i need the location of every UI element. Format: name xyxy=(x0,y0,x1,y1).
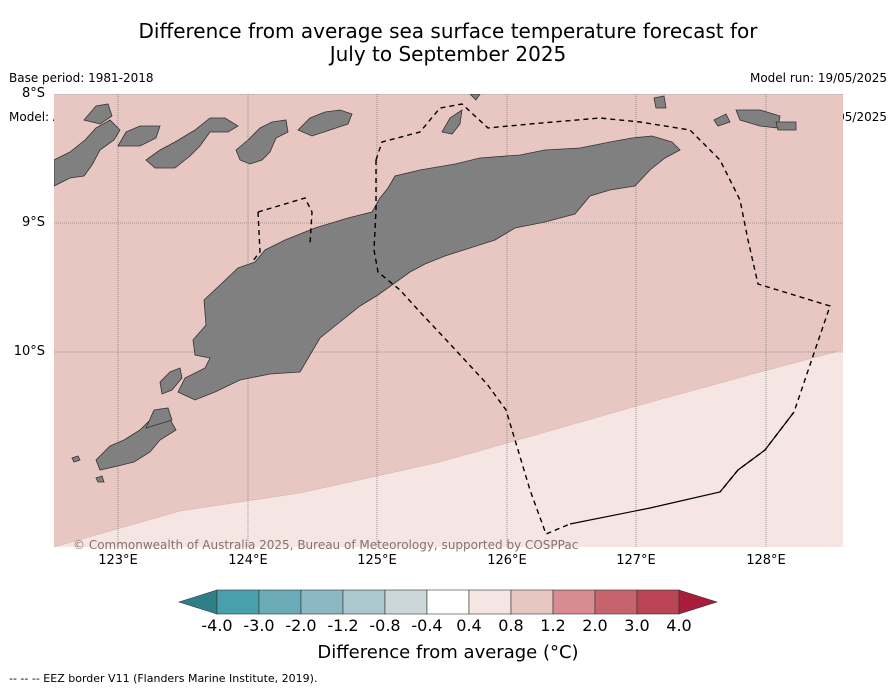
lembata-island xyxy=(145,117,239,169)
flores-island xyxy=(54,119,121,187)
map-title: Difference from average sea surface temp… xyxy=(0,20,896,66)
cbar-tick: 3.0 xyxy=(624,616,650,635)
colorbar-label: Difference from average (°C) xyxy=(317,642,579,663)
colorbar-segment xyxy=(300,589,344,615)
cbar-tick: -4.0 xyxy=(201,616,233,635)
colorbar-segment xyxy=(594,589,638,615)
lon-label-125e: 125°E xyxy=(357,553,397,568)
colorbar-segment xyxy=(384,589,428,615)
sawu-island xyxy=(95,415,177,471)
cbar-tick: -0.4 xyxy=(411,616,443,635)
lat-label-8s: 8°S xyxy=(21,86,45,101)
pantar-island xyxy=(235,119,289,165)
colorbar-extend-high xyxy=(678,589,718,615)
copyright-text: © Commonwealth of Australia 2025, Bureau… xyxy=(73,538,579,552)
adonara-island xyxy=(117,125,161,147)
lon-label-127e: 127°E xyxy=(616,553,656,568)
cbar-tick: -0.8 xyxy=(369,616,401,635)
lon-label-124e: 124°E xyxy=(228,553,268,568)
cbar-tick: -3.0 xyxy=(243,616,275,635)
model-run: Model run: 19/05/2025 xyxy=(749,71,887,85)
cbar-tick: -1.2 xyxy=(327,616,359,635)
cbar-tick: 2.0 xyxy=(582,616,608,635)
colorbar-segment xyxy=(468,589,512,615)
colorbar-segment xyxy=(552,589,596,615)
map-area xyxy=(54,94,843,547)
anomaly-zone-medium xyxy=(54,94,843,547)
cbar-tick: 4.0 xyxy=(666,616,692,635)
alor-island xyxy=(441,109,463,135)
base-period: Base period: 1981-2018 xyxy=(9,71,154,85)
cbar-tick: -2.0 xyxy=(285,616,317,635)
small-island-8 xyxy=(95,475,105,483)
eez-footnote: -- -- -- EEZ border V11 (Flanders Marine… xyxy=(9,672,318,685)
title-line-2: July to September 2025 xyxy=(329,42,567,66)
small-island-1 xyxy=(83,103,113,125)
colorbar-extend-low xyxy=(178,589,218,615)
colorbar-segment xyxy=(510,589,554,615)
small-island-2 xyxy=(775,121,797,131)
wetar-island xyxy=(297,109,353,137)
small-island-5 xyxy=(469,94,481,101)
cbar-tick: 0.4 xyxy=(456,616,482,635)
colorbar-segment xyxy=(216,589,260,615)
colorbar-segment xyxy=(426,589,470,615)
lat-label-9s: 9°S xyxy=(21,215,45,230)
timor-island xyxy=(177,135,681,401)
cbar-tick: 0.8 xyxy=(498,616,524,635)
anomaly-contour xyxy=(54,349,843,547)
small-island-4 xyxy=(653,95,667,109)
eez-solid-segment xyxy=(569,411,795,525)
small-island-6 xyxy=(145,407,173,429)
colorbar-segment xyxy=(636,589,680,615)
title-line-1: Difference from average sea surface temp… xyxy=(138,19,758,43)
colorbar-segment xyxy=(342,589,386,615)
small-island-7 xyxy=(71,455,81,463)
small-island-3 xyxy=(713,113,731,127)
lon-label-123e: 123°E xyxy=(98,553,138,568)
lon-label-126e: 126°E xyxy=(487,553,527,568)
colorbar-segment xyxy=(258,589,302,615)
lat-label-10s: 10°S xyxy=(13,344,45,359)
lon-label-128e: 128°E xyxy=(746,553,786,568)
cbar-tick: 1.2 xyxy=(540,616,566,635)
rote-island xyxy=(159,367,183,395)
eez-border xyxy=(251,103,831,535)
